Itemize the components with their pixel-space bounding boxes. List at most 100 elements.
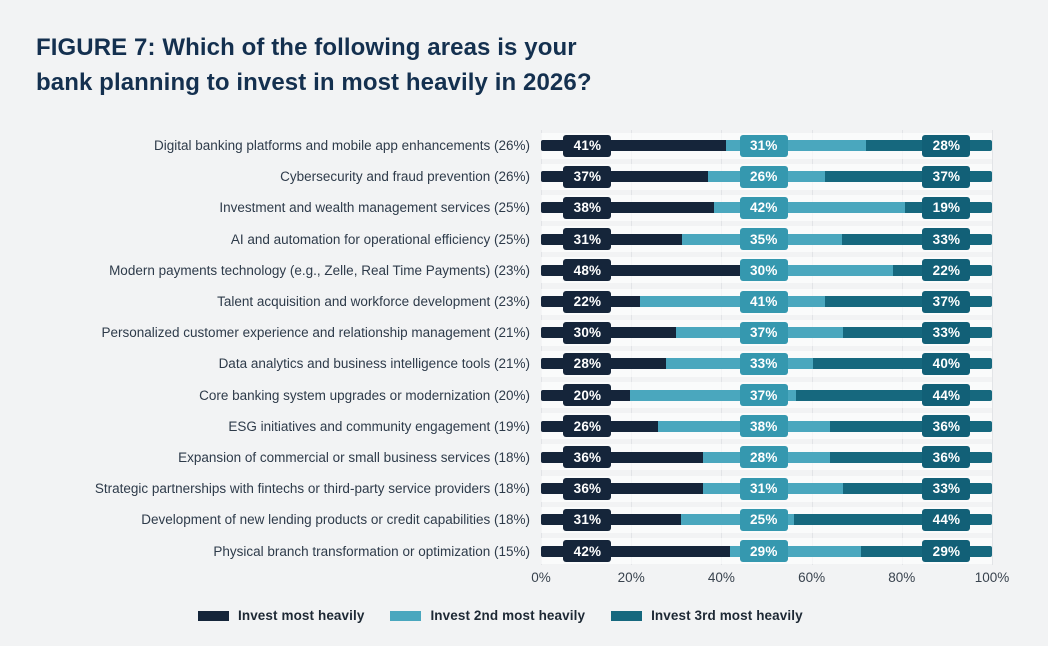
bar-segment — [725, 140, 866, 152]
value-label: 31% — [739, 134, 788, 157]
value-label: 28% — [739, 446, 788, 469]
bar-area: 36% 31% 33% — [541, 473, 992, 504]
category-label: Data analytics and business intelligence… — [218, 356, 530, 372]
value-label: 41% — [563, 134, 612, 157]
gridline-80% — [901, 130, 903, 565]
value-label: 48% — [563, 259, 612, 282]
category-label: Talent acquisition and workforce develop… — [217, 294, 530, 310]
x-tick-label: 40% — [707, 570, 735, 585]
value-label: 31% — [563, 508, 612, 531]
value-label: 37% — [922, 165, 971, 188]
bar-area: 20% 37% 44% — [541, 380, 992, 411]
x-tick-label: 60% — [798, 570, 826, 585]
bar-segment — [730, 545, 862, 557]
category-label: Digital banking platforms and mobile app… — [154, 138, 530, 154]
value-label: 38% — [563, 196, 612, 219]
value-label: 40% — [922, 352, 971, 375]
bar-area: 41% 31% 28% — [541, 130, 992, 161]
bar-segment — [541, 545, 731, 557]
bar-area: 22% 41% 37% — [541, 286, 992, 317]
chart-row: Data analytics and business intelligence… — [36, 348, 992, 379]
figure-title-line-2: bank planning to invest in most heavily … — [36, 69, 592, 96]
chart-row: Expansion of commercial or small busines… — [36, 442, 992, 473]
chart-row: Digital banking platforms and mobile app… — [36, 130, 992, 161]
gridlines — [541, 130, 993, 565]
value-label: 35% — [739, 228, 788, 251]
value-label: 29% — [739, 540, 788, 563]
value-label: 37% — [739, 321, 788, 344]
value-label: 19% — [922, 196, 971, 219]
value-label: 42% — [563, 540, 612, 563]
value-label: 30% — [739, 259, 788, 282]
bar-segment — [793, 514, 992, 526]
gridline-100% — [992, 130, 993, 565]
value-label: 37% — [739, 384, 788, 407]
legend-swatch — [611, 610, 643, 621]
value-label: 25% — [739, 508, 788, 531]
plot-area: Digital banking platforms and mobile app… — [36, 130, 1009, 590]
chart-row: Strategic partnerships with fintechs or … — [36, 473, 992, 504]
bar-segment — [825, 296, 992, 308]
bar-segment — [843, 483, 992, 495]
bar-segment — [813, 358, 992, 370]
bar-segment — [829, 420, 992, 432]
x-axis: 0% 20% 40% 60% 80% 100% — [531, 570, 1009, 590]
legend-label: Invest 2nd most heavily — [430, 608, 586, 623]
bar-area: 38% 42% 19% — [541, 192, 992, 223]
bar-segment — [757, 264, 893, 276]
gridline-40% — [721, 130, 723, 565]
value-label: 41% — [739, 290, 788, 313]
bar-area: 30% 37% 33% — [541, 317, 992, 348]
gridline-20% — [631, 130, 633, 565]
value-label: 33% — [922, 321, 971, 344]
chart-row: Development of new lending products or c… — [36, 504, 992, 535]
gridline-60% — [811, 130, 813, 565]
figure-title: FIGURE 7: Which of the following areas i… — [36, 30, 592, 100]
category-label: Cybersecurity and fraud prevention (26%) — [280, 169, 530, 185]
bar-segment — [714, 202, 906, 214]
x-tick-label: 80% — [888, 570, 916, 585]
value-label: 36% — [922, 415, 971, 438]
chart-row: Talent acquisition and workforce develop… — [36, 286, 992, 317]
value-label: 22% — [922, 259, 971, 282]
value-label: 22% — [563, 290, 612, 313]
value-label: 36% — [563, 446, 612, 469]
value-label: 36% — [922, 446, 971, 469]
x-tick-label: 20% — [617, 570, 645, 585]
category-label: Physical branch transformation or optimi… — [213, 543, 530, 559]
category-label: Development of new lending products or c… — [141, 512, 530, 528]
chart-row: Core banking system upgrades or moderniz… — [36, 380, 992, 411]
legend-item: Invest 2nd most heavily — [390, 608, 585, 623]
bar-segment — [843, 327, 992, 339]
x-tick-label: 0% — [531, 570, 551, 585]
value-label: 37% — [922, 290, 971, 313]
bar-area: 42% 29% 29% — [541, 535, 992, 566]
bar-segment — [680, 514, 794, 526]
value-label: 30% — [563, 321, 612, 344]
chart-row: Modern payments technology (e.g., Zelle,… — [36, 255, 992, 286]
value-label: 33% — [739, 352, 788, 375]
bar-segment — [841, 233, 992, 245]
chart-row: AI and automation for operational effici… — [36, 224, 992, 255]
bar-area: 31% 25% 44% — [541, 504, 992, 535]
bar-area: 28% 33% 40% — [541, 348, 992, 379]
bar-segment — [640, 296, 826, 308]
value-label: 26% — [563, 415, 612, 438]
category-label: Core banking system upgrades or moderniz… — [199, 387, 530, 403]
legend-swatch — [198, 610, 229, 621]
legend-item: Invest 3rd most heavily — [611, 608, 803, 623]
value-label: 44% — [922, 508, 971, 531]
value-label: 44% — [922, 384, 971, 407]
bar-segment — [541, 451, 704, 463]
bar-area: 37% 26% 37% — [541, 161, 992, 192]
bar-area: 36% 28% 36% — [541, 442, 992, 473]
chart-row: Cybersecurity and fraud prevention (26%)… — [36, 161, 992, 192]
bar-segment — [825, 171, 992, 183]
value-label: 31% — [739, 477, 788, 500]
bar-area: 48% 30% 22% — [541, 255, 992, 286]
bar-area: 31% 35% 33% — [541, 224, 992, 255]
value-label: 20% — [563, 384, 612, 407]
bar-segment — [541, 483, 704, 495]
chart-row: Investment and wealth management service… — [36, 192, 992, 223]
